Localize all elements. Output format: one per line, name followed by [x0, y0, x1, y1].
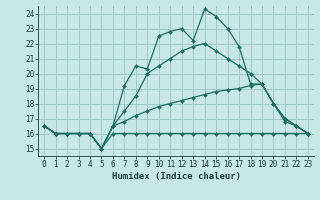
X-axis label: Humidex (Indice chaleur): Humidex (Indice chaleur): [111, 172, 241, 181]
